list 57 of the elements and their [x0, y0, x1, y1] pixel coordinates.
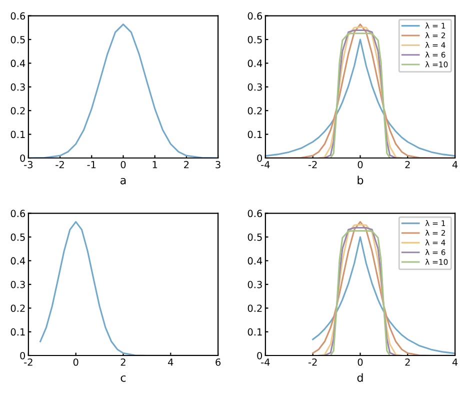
x-tick-label: 3 [216, 160, 220, 168]
y-tick-label: 0 [257, 154, 262, 162]
y-tick-label: 0.2 [10, 107, 25, 114]
x-tick-label: 2 [184, 160, 189, 168]
x-tick-label: 0 [358, 358, 363, 366]
y-tick-label: 0.1 [10, 130, 25, 138]
x-tick-label: 0 [120, 160, 126, 168]
y-tick-label: 0.5 [248, 233, 262, 241]
line-series [330, 32, 391, 158]
x-tick-label: 4 [168, 358, 174, 366]
x-tick-label: -2 [308, 358, 317, 366]
y-tick-label: 0.6 [10, 12, 26, 20]
y-tick-label: 0.1 [10, 328, 25, 336]
y-tick-label: 0.4 [10, 60, 26, 68]
y-tick-label: 0.3 [248, 280, 262, 288]
y-tick-label: 0.6 [248, 12, 262, 20]
x-tick-label: 0 [73, 358, 78, 366]
y-tick-label: 0.4 [10, 257, 26, 265]
y-tick-label: 0.1 [248, 130, 262, 138]
x-axis-title: a [120, 178, 126, 184]
x-tick-label: -2 [308, 160, 317, 168]
x-tick-label: 1 [152, 161, 158, 168]
y-tick-label: 0.6 [10, 210, 26, 218]
y-tick-label: 0 [257, 352, 262, 360]
x-tick-label: 2 [405, 160, 410, 168]
x-tick-label: -3 [24, 160, 33, 168]
x-axis-title: b [358, 176, 364, 184]
x-tick-label: 2 [405, 358, 410, 366]
x-tick-label: 0 [358, 160, 363, 168]
line-series [330, 230, 391, 356]
y-tick-label: 0 [20, 352, 26, 360]
x-tick-label: 2 [120, 358, 126, 366]
y-tick-label: 0.3 [248, 83, 262, 91]
x-tick-label: 6 [216, 358, 221, 366]
y-tick-label: 0.2 [10, 304, 25, 312]
x-tick-label: -2 [24, 358, 32, 366]
y-tick-label: 0.5 [248, 36, 262, 44]
x-axis-title: d [357, 373, 363, 382]
y-tick-label: 0.5 [10, 36, 25, 44]
x-tick-label: 4 [452, 358, 458, 366]
x-axis-title: c [120, 375, 126, 382]
y-tick-label: 0.5 [10, 233, 25, 241]
x-tick-label: -4 [261, 161, 270, 168]
line-series [40, 221, 218, 356]
y-tick-label: 0.4 [248, 257, 262, 265]
y-tick-label: 0.4 [248, 60, 262, 68]
y-tick-label: 0.3 [10, 280, 25, 288]
y-tick-label: 0.3 [10, 83, 25, 91]
x-tick-label: -4 [261, 358, 270, 366]
x-tick-label: -1 [87, 161, 96, 168]
x-tick-label: 4 [452, 161, 458, 168]
x-tick-label: -2 [56, 160, 64, 168]
y-tick-label: 0.6 [248, 210, 262, 218]
y-tick-label: 0.1 [248, 328, 262, 336]
y-tick-label: 0.2 [248, 107, 262, 114]
y-tick-label: 0.2 [248, 304, 262, 312]
y-tick-label: 0 [20, 154, 26, 162]
